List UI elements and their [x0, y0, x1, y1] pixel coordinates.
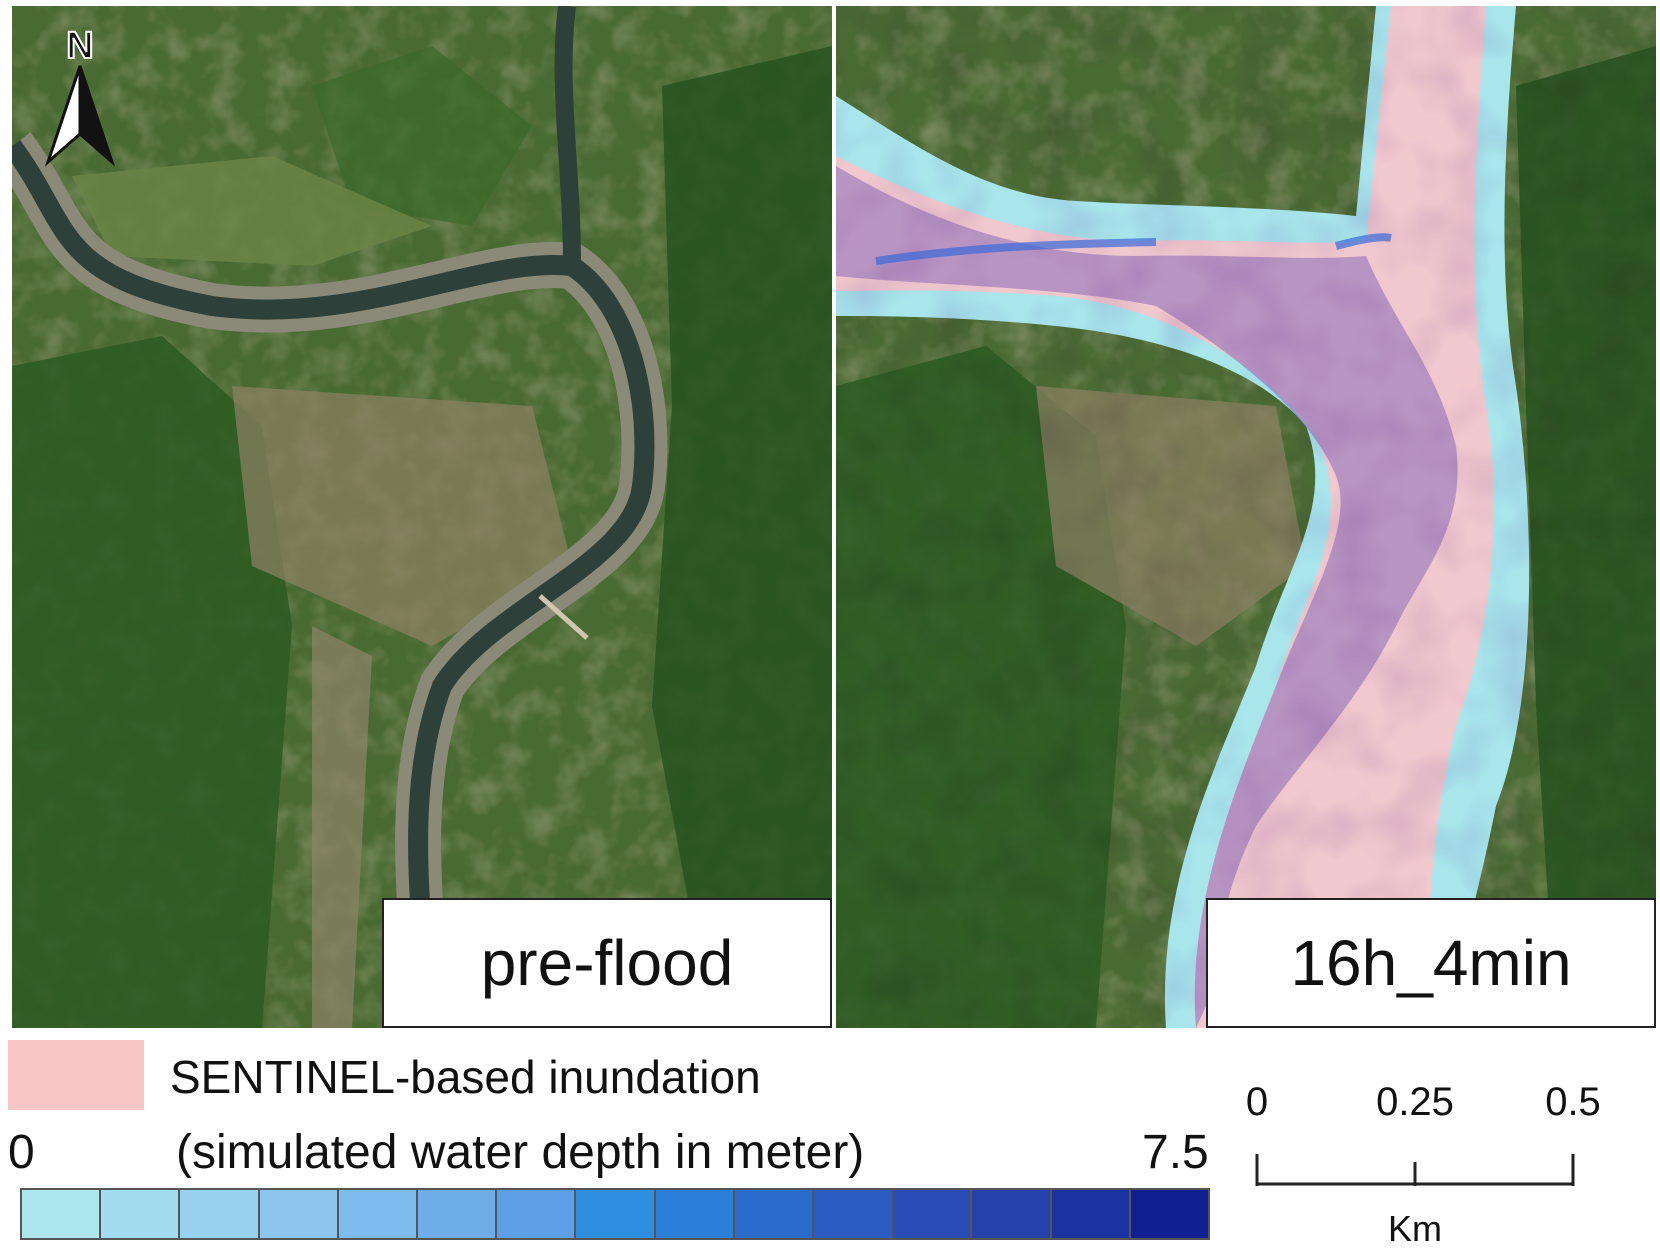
pre-flood-map-panel: N pre-flood: [12, 6, 832, 1028]
color-ramp-cell: [576, 1190, 656, 1238]
color-ramp-cell: [180, 1190, 260, 1238]
color-ramp-cell: [1051, 1190, 1131, 1238]
scale-bar: 0 0.25 0.5 Km: [1246, 1080, 1635, 1249]
forest-area: [652, 46, 832, 1028]
simulation-map-panel: 16h_4min: [836, 6, 1656, 1028]
water-depth-color-ramp: [20, 1188, 1210, 1240]
deep-channel: [875, 238, 1157, 265]
color-ramp-cell: [22, 1190, 102, 1238]
forest-area: [312, 46, 532, 226]
map-legend: SENTINEL-based inundation 0 (simulated w…: [0, 1030, 1660, 1249]
river: [12, 140, 655, 1028]
depth-min-label: 0: [8, 1126, 35, 1179]
pre-flood-satellite-imagery: [12, 6, 832, 1028]
scale-tick-label: 0.5: [1545, 1080, 1601, 1124]
depth-caption: (simulated water depth in meter): [176, 1126, 865, 1179]
color-ramp-cell: [734, 1190, 815, 1238]
town-strip: [312, 626, 372, 1028]
color-ramp-cell: [101, 1190, 181, 1238]
scale-tick-label: 0: [1245, 1080, 1269, 1124]
deep-channel: [1334, 233, 1392, 250]
color-ramp-cell: [893, 1190, 973, 1238]
scale-bar-line: [1255, 1154, 1575, 1186]
north-arrow-icon: N: [44, 24, 116, 167]
forest-area: [12, 336, 292, 1028]
color-ramp-cell: [259, 1190, 339, 1238]
pre-flood-label: pre-flood: [382, 898, 832, 1028]
depth-max-label: 7.5: [1142, 1126, 1209, 1179]
simulation-time-label: 16h_4min: [1206, 898, 1656, 1028]
color-ramp-cell: [338, 1190, 419, 1238]
simulation-flood-map: [836, 6, 1656, 1028]
terraced-fields: [72, 156, 432, 266]
town-area: [232, 386, 572, 646]
sentinel-inundation-swatch: [8, 1040, 144, 1110]
color-ramp-cell: [1130, 1190, 1209, 1238]
scale-unit-label: Km: [1388, 1208, 1442, 1249]
color-ramp-cell: [655, 1190, 735, 1238]
river-tributary: [554, 6, 581, 267]
color-ramp-cell: [814, 1190, 894, 1238]
color-ramp-cell: [972, 1190, 1052, 1238]
color-ramp-cell: [418, 1190, 498, 1238]
sentinel-inundation-label: SENTINEL-based inundation: [170, 1051, 761, 1103]
north-letter: N: [66, 25, 93, 67]
color-ramp-cell: [497, 1190, 577, 1238]
scale-tick-label: 0.25: [1376, 1080, 1454, 1124]
bridge: [538, 594, 589, 640]
